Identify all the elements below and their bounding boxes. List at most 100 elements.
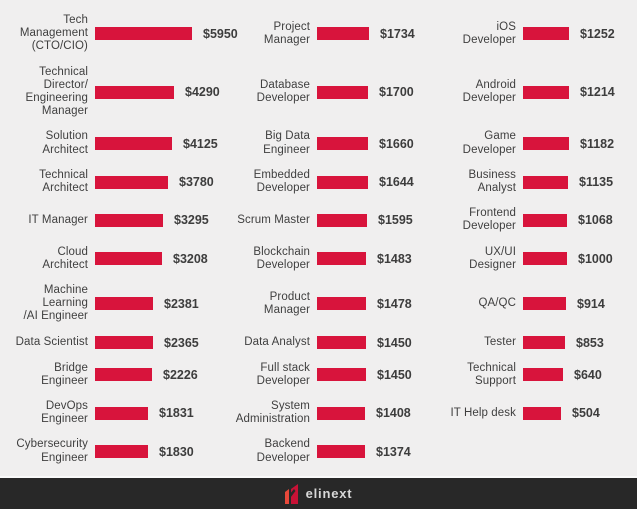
role-label: Solution Architect	[42, 130, 88, 156]
role-label: Technical Support	[467, 361, 516, 387]
role-row: Machine Learning /AI Engineer $2381	[0, 284, 212, 324]
role-row: IT Manager $3295	[0, 207, 212, 233]
salary-value: $1450	[377, 335, 412, 350]
role-row: Data Analyst $1450	[212, 336, 424, 350]
role-label: Scrum Master	[237, 213, 310, 226]
salary-value: $1000	[578, 251, 613, 266]
salary-bar	[95, 336, 153, 350]
role-label: Android Developer	[462, 78, 516, 105]
salary-bar	[317, 406, 365, 420]
salary-bar	[95, 252, 162, 266]
role-row: Tester $853	[424, 336, 637, 350]
salary-value: $504	[572, 406, 600, 421]
salary-bar	[523, 175, 568, 189]
salary-bar	[95, 213, 163, 227]
role-row: Technical Support $640	[424, 362, 637, 388]
role-row: Technical Director/ Engineering Manager $…	[0, 65, 220, 119]
salary-value: $1252	[580, 26, 615, 41]
role-row: Game Developer $1182	[424, 130, 637, 156]
salary-bar	[317, 213, 367, 227]
salary-value: $1595	[378, 213, 413, 228]
role-label: Data Analyst	[244, 336, 310, 349]
salary-bar	[317, 85, 368, 99]
salary-value: $1068	[578, 213, 613, 228]
salary-bar	[523, 406, 561, 420]
role-row	[424, 438, 637, 464]
salary-bar	[523, 368, 563, 382]
salary-bar	[317, 336, 366, 350]
salary-bar	[95, 175, 168, 189]
role-row: Big Data Engineer $1660	[212, 130, 424, 156]
elinext-logo-icon	[284, 483, 298, 504]
salary-value: $5950	[203, 26, 238, 41]
role-label: System Administration	[235, 400, 310, 426]
role-label: Game Developer	[462, 130, 516, 156]
salary-value: $2226	[163, 367, 198, 382]
role-row: Frontend Developer $1068	[424, 207, 637, 233]
salary-bar-chart: Tech Management (CTO/CIO) $5950 Project Ma…	[0, 14, 637, 464]
role-label: Tester	[484, 336, 516, 349]
role-label: Technical Director/ Engineering Manager	[25, 65, 88, 118]
role-row: QA/QC $914	[424, 284, 637, 324]
role-row: Backend Developer $1374	[212, 438, 424, 464]
role-label: Frontend Developer	[462, 207, 516, 233]
salary-value: $1408	[376, 406, 411, 421]
role-label: Database Developer	[256, 78, 310, 105]
role-label: Technical Architect	[39, 168, 88, 195]
role-label: Full stack Developer	[256, 361, 310, 387]
salary-value: $1478	[377, 296, 412, 311]
role-label: Embedded Developer	[253, 168, 310, 195]
salary-value: $1660	[379, 136, 414, 151]
salary-value: $1135	[579, 175, 614, 190]
salary-bar	[317, 252, 366, 266]
role-label: Cloud Architect	[42, 245, 88, 271]
role-row: Scrum Master $1595	[212, 207, 424, 233]
salary-bar	[523, 336, 565, 350]
role-label: Business Analyst	[468, 168, 516, 195]
role-row: Product Manager $1478	[212, 284, 424, 324]
brand-logo-text: elinext	[305, 486, 353, 501]
salary-bar	[523, 137, 569, 151]
role-row: Cloud Architect $3208	[0, 246, 212, 272]
role-row: Data Scientist $2365	[0, 336, 212, 350]
role-label: IT Manager	[28, 213, 88, 226]
role-label: QA/QC	[478, 297, 516, 310]
role-row: Android Developer $1214	[424, 66, 637, 119]
role-label: Project Manager	[263, 20, 310, 46]
role-label: iOS Developer	[462, 20, 516, 46]
salary-value: $3780	[179, 175, 214, 190]
salary-value: $1483	[377, 251, 412, 266]
role-label: Blockchain Developer	[253, 245, 310, 271]
salary-value: $1374	[376, 444, 411, 459]
salary-bar	[317, 175, 368, 189]
role-row: Blockchain Developer $1483	[212, 246, 424, 272]
salary-bar	[95, 445, 148, 459]
salary-bar	[95, 297, 153, 311]
salary-value: $1700	[379, 85, 414, 100]
role-label: DevOps Engineer	[41, 400, 88, 426]
role-label: Data Scientist	[15, 336, 88, 349]
role-label: IT Help desk	[450, 406, 516, 419]
salary-bar	[523, 85, 569, 99]
salary-value: $1734	[380, 26, 415, 41]
salary-bar	[523, 213, 567, 227]
role-row: Cybersecurity Engineer $1830	[0, 438, 212, 464]
salary-value: $914	[577, 296, 605, 311]
salary-value: $1214	[580, 85, 615, 100]
role-row: Database Developer $1700	[212, 66, 424, 119]
salary-bar	[95, 368, 152, 382]
role-row: Bridge Engineer $2226	[0, 362, 212, 388]
role-row: Embedded Developer $1644	[212, 169, 424, 195]
salary-value: $2365	[164, 335, 199, 350]
salary-bar	[523, 27, 569, 41]
salary-bar	[523, 252, 567, 266]
salary-value: $1644	[379, 175, 414, 190]
salary-value: $1450	[377, 367, 412, 382]
footer-bar: elinext	[0, 476, 637, 509]
role-label: Product Manager	[263, 290, 310, 316]
salary-bar	[317, 27, 369, 41]
salary-value: $853	[576, 335, 604, 350]
role-row: Solution Architect $4125	[0, 130, 217, 156]
role-label: Machine Learning /AI Engineer	[23, 284, 88, 323]
salary-bar	[95, 27, 192, 41]
